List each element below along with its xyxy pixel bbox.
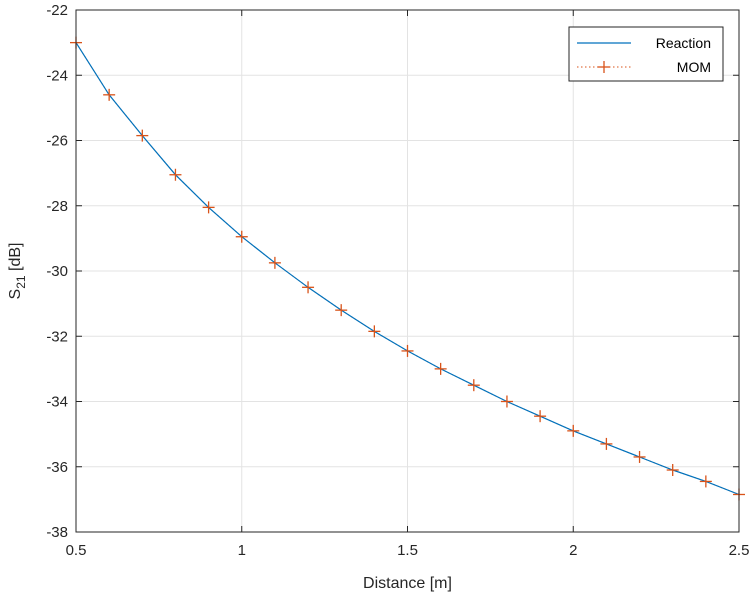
mom-marker bbox=[368, 325, 381, 338]
mom-marker bbox=[202, 201, 215, 214]
mom-marker bbox=[302, 281, 315, 294]
y-tick-label: -34 bbox=[46, 394, 68, 411]
mom-marker bbox=[434, 362, 447, 375]
legend-mom-marker bbox=[598, 61, 610, 73]
x-tick-label: 2 bbox=[569, 542, 577, 559]
legend-mom-label: MOM bbox=[677, 59, 711, 75]
axis-ticks: 0.5 1 1.5 2 2.5 -38 -36 -34 -32 -30 -28 -26 -24 -22 bbox=[46, 2, 749, 559]
mom-marker bbox=[467, 379, 480, 392]
mom-marker bbox=[401, 344, 414, 357]
y-tick-label: -28 bbox=[46, 198, 68, 215]
x-tick-label: 1 bbox=[238, 542, 246, 559]
mom-marker bbox=[600, 437, 613, 450]
y-axis-label: S21 [dB] bbox=[7, 243, 28, 300]
legend: Reaction MOM bbox=[568, 26, 724, 82]
mom-marker bbox=[103, 88, 116, 101]
y-axis-label-suffix: [dB] bbox=[7, 243, 24, 276]
mom-marker bbox=[136, 129, 149, 142]
mom-marker bbox=[666, 464, 679, 477]
mom-marker bbox=[633, 450, 646, 463]
x-tick-label: 2.5 bbox=[729, 542, 750, 559]
y-axis-label-subscript: 21 bbox=[14, 275, 28, 289]
y-tick-label: -24 bbox=[46, 67, 68, 84]
x-tick-label: 0.5 bbox=[66, 542, 87, 559]
y-tick-label: -22 bbox=[46, 2, 68, 19]
legend-reaction-label: Reaction bbox=[656, 35, 711, 51]
mom-marker bbox=[534, 410, 547, 423]
y-tick-label: -30 bbox=[46, 263, 68, 280]
y-tick-label: -32 bbox=[46, 328, 68, 345]
mom-marker bbox=[235, 230, 248, 243]
y-axis-label-base: S bbox=[7, 289, 24, 300]
mom-marker bbox=[335, 304, 348, 317]
mom-marker bbox=[500, 395, 513, 408]
legend-box bbox=[568, 26, 724, 82]
mom-marker bbox=[699, 475, 712, 488]
mom-marker bbox=[169, 168, 182, 181]
y-tick-label: -36 bbox=[46, 459, 68, 476]
x-tick-label: 1.5 bbox=[397, 542, 418, 559]
x-axis-label: Distance [m] bbox=[363, 575, 452, 592]
mom-marker bbox=[268, 256, 281, 269]
y-tick-label: -26 bbox=[46, 133, 68, 150]
mom-marker bbox=[567, 424, 580, 437]
y-tick-label: -38 bbox=[46, 524, 68, 541]
